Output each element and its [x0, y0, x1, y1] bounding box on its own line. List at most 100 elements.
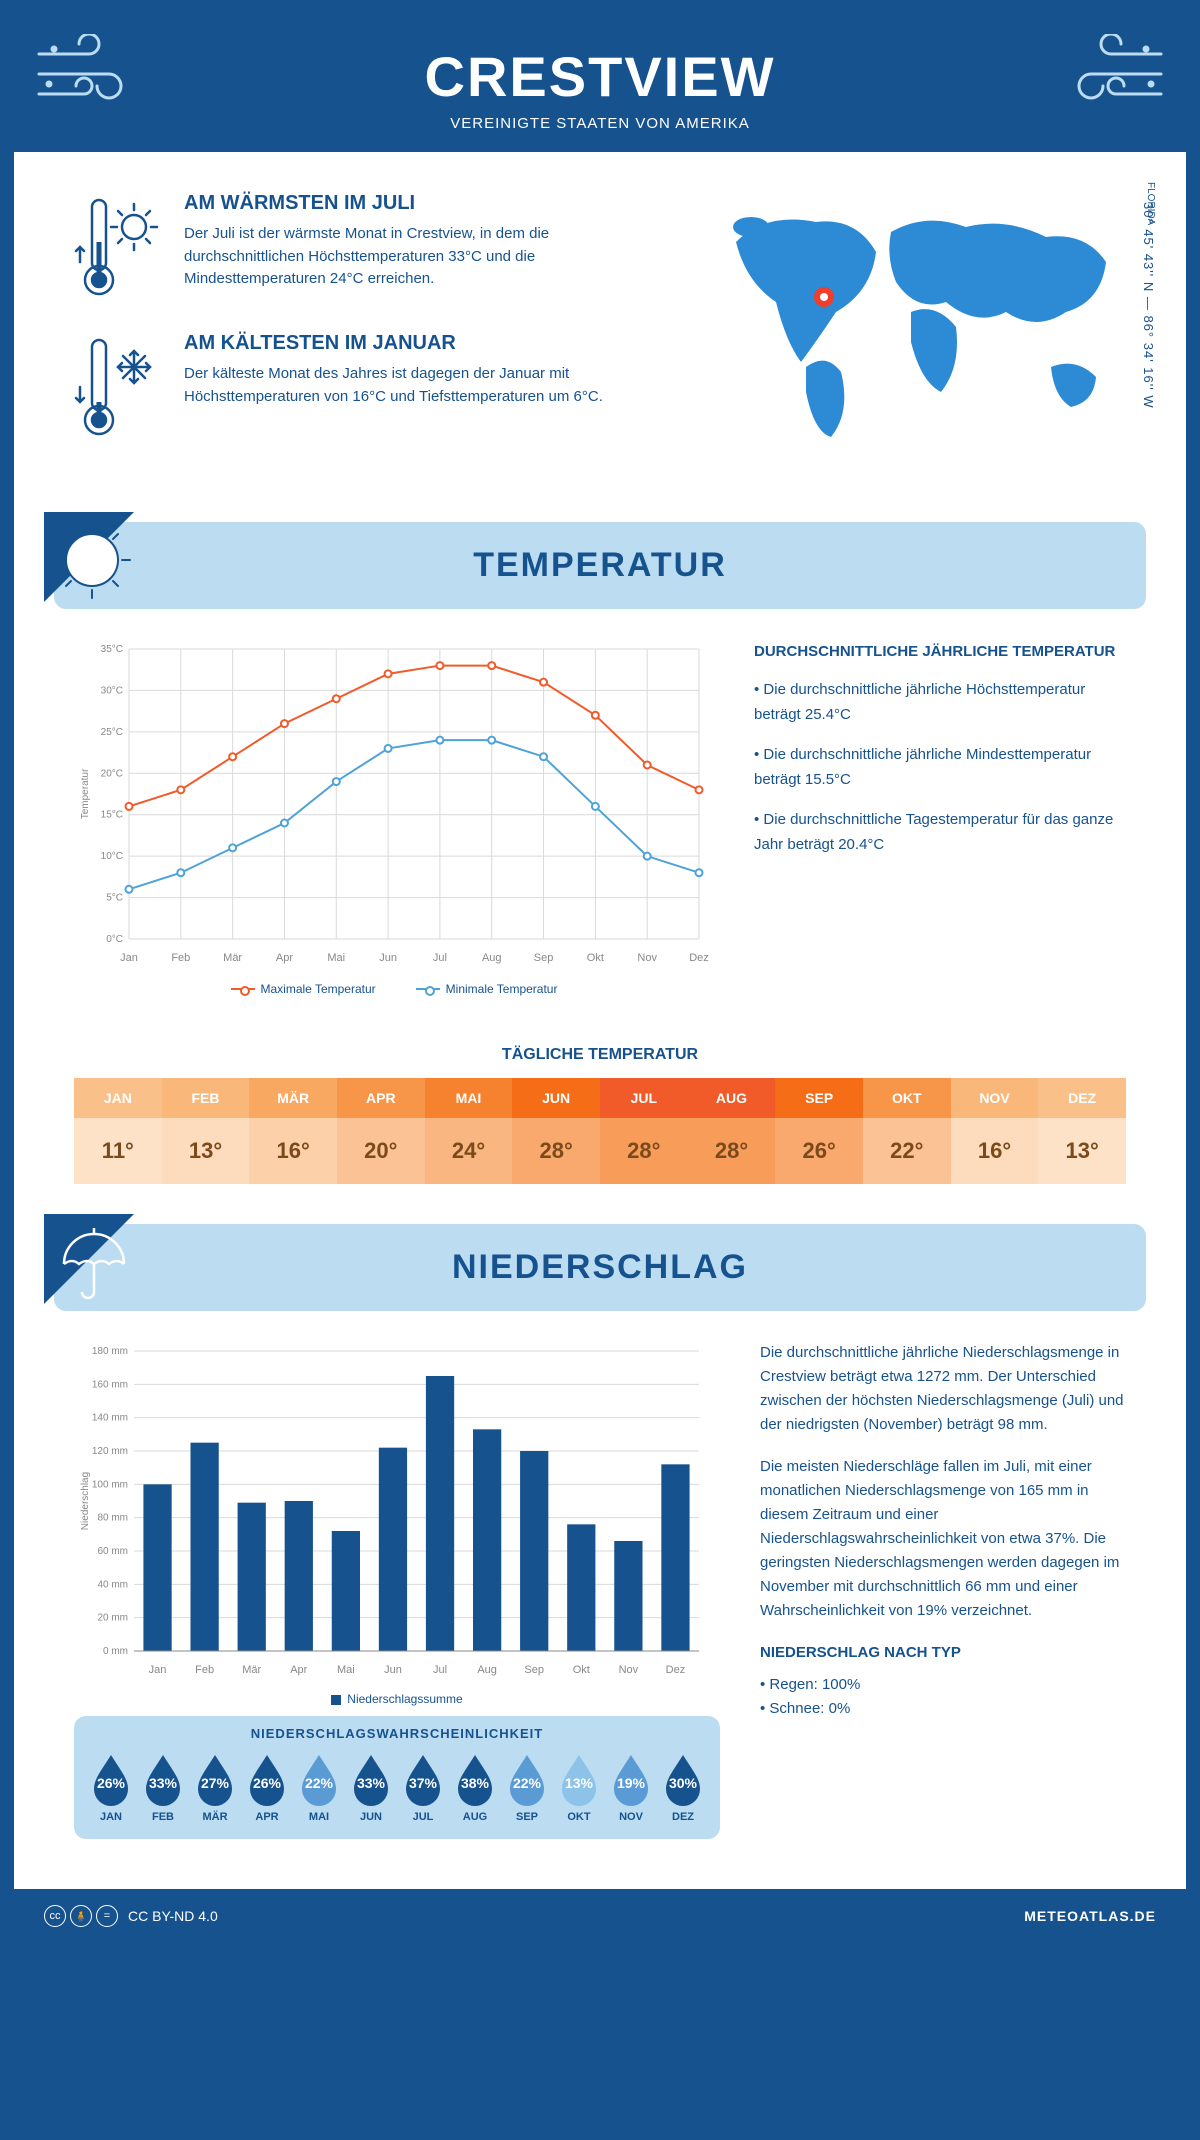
- temperature-legend: Maximale Temperatur Minimale Temperatur: [74, 982, 714, 996]
- wind-icon-right: [1056, 34, 1166, 114]
- svg-text:Jan: Jan: [149, 1664, 167, 1676]
- svg-text:Feb: Feb: [195, 1664, 214, 1676]
- license-block: cc 🧍 = CC BY-ND 4.0: [44, 1905, 218, 1927]
- svg-text:Dez: Dez: [666, 1664, 686, 1676]
- svg-text:30°C: 30°C: [101, 685, 123, 696]
- svg-text:180 mm: 180 mm: [92, 1346, 128, 1357]
- daily-header-cell: JUN: [512, 1078, 600, 1118]
- precip-type-heading: NIEDERSCHLAG NACH TYP: [760, 1641, 1140, 1665]
- map-marker: [814, 287, 834, 307]
- daily-header-cell: AUG: [688, 1078, 776, 1118]
- daily-header-cell: JUL: [600, 1078, 688, 1118]
- prob-drop: 33%FEB: [140, 1751, 186, 1823]
- umbrella-icon: [44, 1214, 144, 1314]
- world-map-icon: [706, 192, 1126, 452]
- svg-text:Dez: Dez: [689, 952, 709, 964]
- svg-text:Jul: Jul: [433, 1664, 447, 1676]
- svg-text:60 mm: 60 mm: [97, 1546, 128, 1557]
- svg-text:Okt: Okt: [587, 952, 604, 964]
- precip-summary: Die durchschnittliche jährliche Niedersc…: [760, 1341, 1140, 1839]
- svg-text:100 mm: 100 mm: [92, 1479, 128, 1490]
- svg-text:Jun: Jun: [379, 952, 397, 964]
- svg-text:35°C: 35°C: [101, 644, 123, 655]
- prob-drop: 13%OKT: [556, 1751, 602, 1823]
- prob-drop: 37%JUL: [400, 1751, 446, 1823]
- svg-text:Jan: Jan: [120, 952, 138, 964]
- daily-value-cell: 20°: [337, 1118, 425, 1184]
- daily-header-cell: NOV: [951, 1078, 1039, 1118]
- daily-value-cell: 24°: [425, 1118, 513, 1184]
- temp-bullet: • Die durchschnittliche jährliche Höchst…: [754, 677, 1134, 728]
- daily-value-cell: 28°: [688, 1118, 776, 1184]
- daily-header-cell: SEP: [775, 1078, 863, 1118]
- prob-drop: 22%SEP: [504, 1751, 550, 1823]
- page: CRESTVIEW VEREINIGTE STAATEN VON AMERIKA: [0, 0, 1200, 1957]
- svg-text:Aug: Aug: [477, 1664, 497, 1676]
- daily-value-cell: 28°: [512, 1118, 600, 1184]
- daily-value-cell: 13°: [1038, 1118, 1126, 1184]
- footer: cc 🧍 = CC BY-ND 4.0 METEOATLAS.DE: [14, 1889, 1186, 1943]
- section-bar-precip: NIEDERSCHLAG: [54, 1224, 1146, 1311]
- precip-type-bullet: • Schnee: 0%: [760, 1697, 1140, 1721]
- prob-drop: 19%NOV: [608, 1751, 654, 1823]
- svg-text:Jul: Jul: [433, 952, 447, 964]
- svg-text:20°C: 20°C: [101, 768, 123, 779]
- daily-value-cell: 28°: [600, 1118, 688, 1184]
- svg-text:10°C: 10°C: [101, 851, 123, 862]
- daily-temp-title: TÄGLICHE TEMPERATUR: [14, 1046, 1186, 1064]
- prob-drop: 22%MAI: [296, 1751, 342, 1823]
- fact-warmest: AM WÄRMSTEN IM JULI Der Juli ist der wär…: [74, 192, 666, 302]
- temp-bullet: • Die durchschnittliche jährliche Mindes…: [754, 742, 1134, 793]
- svg-text:Okt: Okt: [573, 1664, 590, 1676]
- fact-cold-text: Der kälteste Monat des Jahres ist dagege…: [184, 363, 666, 408]
- prob-drop: 30%DEZ: [660, 1751, 706, 1823]
- thermometer-hot-icon: [74, 192, 164, 302]
- daily-value-cell: 16°: [249, 1118, 337, 1184]
- fact-cold-heading: AM KÄLTESTEN IM JANUAR: [184, 332, 666, 355]
- svg-text:120 mm: 120 mm: [92, 1446, 128, 1457]
- fact-coldest: AM KÄLTESTEN IM JANUAR Der kälteste Mona…: [74, 332, 666, 442]
- daily-header-cell: OKT: [863, 1078, 951, 1118]
- svg-text:25°C: 25°C: [101, 727, 123, 738]
- daily-header-cell: JAN: [74, 1078, 162, 1118]
- precip-row: 0 mm20 mm40 mm60 mm80 mm100 mm120 mm140 …: [14, 1341, 1186, 1869]
- legend-max-label: Maximale Temperatur: [261, 982, 376, 996]
- precip-p2: Die meisten Niederschläge fallen im Juli…: [760, 1455, 1140, 1623]
- temperature-summary: DURCHSCHNITTLICHE JÄHRLICHE TEMPERATUR •…: [754, 639, 1134, 996]
- svg-text:Aug: Aug: [482, 952, 502, 964]
- temp-bullet: • Die durchschnittliche Tagestemperatur …: [754, 807, 1134, 858]
- svg-text:160 mm: 160 mm: [92, 1379, 128, 1390]
- cc-icons: cc 🧍 =: [44, 1905, 118, 1927]
- prob-grid: 26%JAN33%FEB27%MÄR26%APR22%MAI33%JUN37%J…: [88, 1751, 706, 1823]
- daily-header-cell: FEB: [162, 1078, 250, 1118]
- nd-icon: =: [96, 1905, 118, 1927]
- by-icon: 🧍: [70, 1905, 92, 1927]
- daily-temp-table: JANFEBMÄRAPRMAIJUNJULAUGSEPOKTNOVDEZ11°1…: [74, 1078, 1126, 1184]
- page-title: CRESTVIEW: [14, 44, 1186, 109]
- temp-summary-heading: DURCHSCHNITTLICHE JÄHRLICHE TEMPERATUR: [754, 639, 1134, 665]
- temperature-chart: 0°C5°C10°C15°C20°C25°C30°C35°CJanFebMärA…: [74, 639, 714, 996]
- svg-text:Sep: Sep: [524, 1664, 544, 1676]
- svg-text:Mai: Mai: [327, 952, 345, 964]
- svg-text:15°C: 15°C: [101, 810, 123, 821]
- svg-text:Nov: Nov: [619, 1664, 639, 1676]
- coords-label: 30° 45' 43'' N — 86° 34' 16'' W: [1141, 202, 1156, 409]
- precip-legend: Niederschlagssumme: [74, 1692, 720, 1706]
- svg-text:Niederschlag: Niederschlag: [80, 1472, 91, 1530]
- svg-text:Apr: Apr: [290, 1664, 307, 1676]
- svg-text:0°C: 0°C: [106, 934, 123, 945]
- precip-probability-box: NIEDERSCHLAGSWAHRSCHEINLICHKEIT 26%JAN33…: [74, 1716, 720, 1839]
- map-column: FLORIDA 30° 45' 43'' N — 86° 34' 16'' W: [706, 192, 1126, 472]
- svg-text:40 mm: 40 mm: [97, 1579, 128, 1590]
- svg-text:Jun: Jun: [384, 1664, 402, 1676]
- precip-legend-label: Niederschlagssumme: [347, 1692, 462, 1706]
- svg-text:80 mm: 80 mm: [97, 1513, 128, 1524]
- prob-drop: 26%JAN: [88, 1751, 134, 1823]
- svg-text:Sep: Sep: [534, 952, 554, 964]
- daily-header-cell: MÄR: [249, 1078, 337, 1118]
- precip-bar-chart: 0 mm20 mm40 mm60 mm80 mm100 mm120 mm140 …: [74, 1341, 714, 1681]
- temperature-line-chart: 0°C5°C10°C15°C20°C25°C30°C35°CJanFebMärA…: [74, 639, 714, 969]
- svg-text:0 mm: 0 mm: [103, 1646, 128, 1657]
- prob-drop: 38%AUG: [452, 1751, 498, 1823]
- section-bar-temperature: TEMPERATUR: [54, 522, 1146, 609]
